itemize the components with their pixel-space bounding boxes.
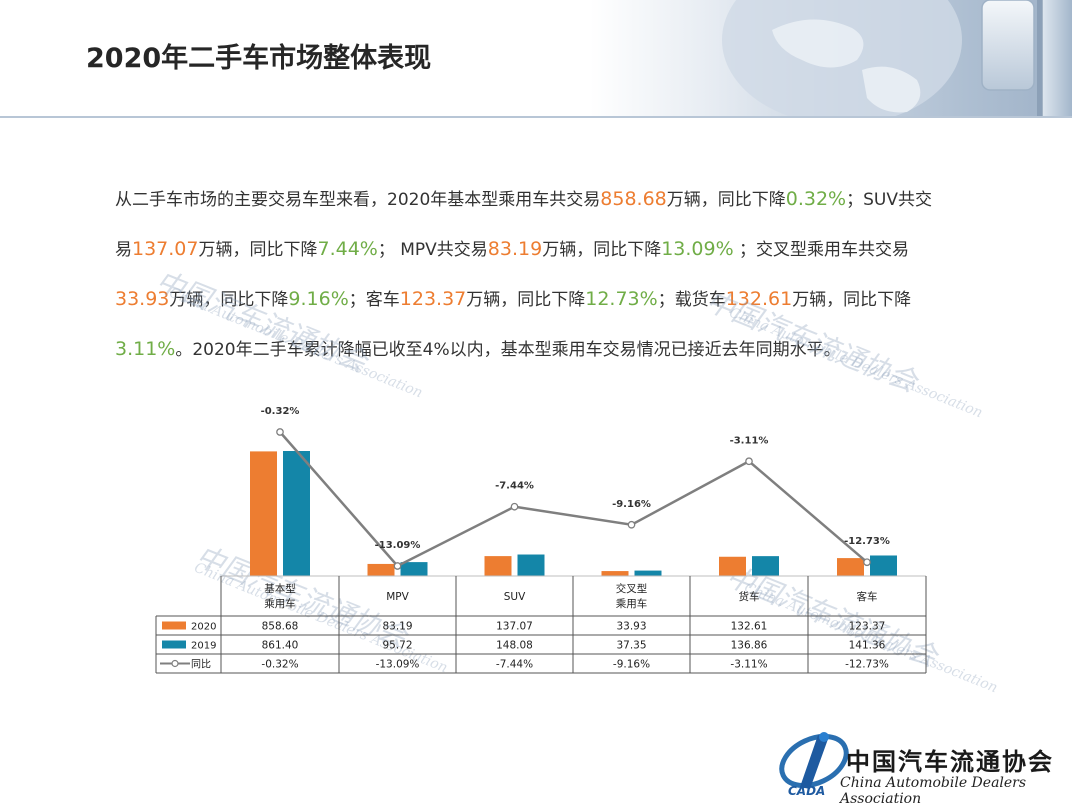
paragraph-text: 万辆，同比下降 [169, 290, 289, 310]
cada-logo-icon: CADA [779, 732, 849, 797]
paragraph-text: ；载货车 [657, 290, 726, 310]
header-divider [0, 116, 1072, 118]
paragraph-text: ；SUV共交易 [115, 190, 932, 260]
bar-2019-3 [634, 570, 662, 576]
yoy-label: -9.16% [612, 499, 651, 510]
table-cell: 141.36 [849, 640, 886, 652]
decline-value: 13.09% [661, 238, 734, 260]
category-label: 货车 [739, 590, 760, 603]
category-label: MPV [386, 591, 409, 603]
yoy-point [276, 428, 284, 436]
table-cell: -3.11% [730, 659, 767, 671]
paragraph-text: ； MPV共交易 [377, 240, 488, 260]
table-cell: -13.09% [376, 659, 420, 671]
decline-value: 12.73% [585, 288, 658, 310]
yoy-label: -13.09% [375, 540, 421, 551]
header-banner [0, 0, 1072, 117]
decline-value: 3.11% [115, 338, 176, 360]
bar-2020-4 [719, 556, 746, 576]
yoy-label: -0.32% [261, 406, 300, 417]
bar-2020-2 [484, 556, 512, 576]
logo-mark: CADA [788, 784, 825, 797]
table-cell: 132.61 [731, 621, 768, 633]
legend-label: 同比 [191, 659, 211, 671]
yoy-label: -12.73% [844, 536, 890, 547]
bar-2019-0 [283, 451, 310, 576]
bar-2019-2 [517, 554, 545, 576]
table-cell: 83.19 [382, 621, 412, 633]
table-cell: 137.07 [496, 621, 533, 633]
legend-label: 2020 [191, 622, 216, 633]
logo-name-cn: 中国汽车流通协会 [846, 747, 1054, 776]
legend-label: 2019 [191, 641, 216, 652]
yoy-label: -3.11% [730, 435, 769, 446]
paragraph-text: 万辆，同比下降 [198, 240, 318, 260]
category-label: 基本型乘用车 [264, 582, 296, 610]
legend-swatch-2020 [162, 621, 186, 630]
volume-value: 132.61 [725, 288, 793, 310]
decline-value: 0.32% [785, 188, 847, 210]
table-cell: 123.37 [849, 621, 886, 633]
bar-2020-3 [601, 571, 629, 576]
paragraph-text: 从二手车市场的主要交易车型来看，2020年基本型乘用车共交易 [115, 190, 601, 210]
table-cell: 33.93 [616, 621, 646, 633]
page-title: 2020年二手车市场整体表现 [86, 43, 432, 74]
bar-2019-5 [870, 555, 897, 576]
table-cell: 858.68 [262, 621, 299, 633]
yoy-point [510, 502, 519, 511]
category-label: 客车 [857, 590, 878, 603]
bar-2019-4 [752, 556, 779, 576]
table-cell: -7.44% [496, 659, 533, 671]
paragraph-text: ；客车 [348, 290, 400, 310]
decline-value: 9.16% [288, 288, 349, 310]
table-cell: 148.08 [496, 640, 533, 652]
yoy-point [393, 562, 402, 570]
summary-paragraph: 从二手车市场的主要交易车型来看，2020年基本型乘用车共交易858.68万辆，同… [115, 175, 945, 375]
table-cell: 95.72 [382, 640, 412, 652]
yoy-point [745, 457, 753, 466]
bar-2020-1 [367, 563, 395, 576]
table-cell: 37.35 [616, 640, 646, 652]
decline-value: 7.44% [317, 238, 378, 260]
paragraph-text: 万辆，同比下降 [792, 290, 912, 310]
bar-2020-0 [250, 451, 277, 576]
yoy-line [279, 431, 868, 568]
paragraph-text: 万辆，同比下降 [542, 240, 662, 260]
table-cell: -9.16% [613, 659, 650, 671]
logo-name-en: China Automobile Dealers Association [840, 775, 1027, 807]
table-cell: 861.40 [262, 640, 299, 652]
paragraph-text: 万辆，同比下降 [466, 290, 586, 310]
yoy-point [863, 558, 871, 567]
table-cell: 136.86 [731, 640, 768, 652]
volume-value: 33.93 [115, 288, 170, 310]
legend-marker [171, 659, 179, 668]
paragraph-text: 。2020年二手车累计降幅已收至4%以内，基本型乘用车交易情况已接近去年同期水平… [175, 340, 841, 360]
category-label: 交叉型乘用车 [616, 582, 648, 610]
yoy-point [627, 520, 636, 529]
volume-value: 83.19 [487, 238, 543, 260]
legend-swatch-2019 [162, 640, 186, 649]
paragraph-text: ；交叉型乘用车共交易 [733, 240, 910, 260]
bar-2020-5 [837, 558, 864, 576]
category-label: SUV [504, 591, 526, 603]
paragraph-text: 万辆，同比下降 [666, 190, 786, 210]
yoy-label: -7.44% [495, 481, 534, 492]
volume-value: 137.07 [132, 238, 199, 260]
volume-value: 123.37 [399, 288, 467, 310]
header-decoration [722, 0, 1072, 117]
volume-value: 858.68 [600, 188, 667, 210]
table-cell: -12.73% [845, 659, 889, 671]
bar-2019-1 [400, 562, 428, 576]
table-cell: -0.32% [261, 659, 298, 671]
